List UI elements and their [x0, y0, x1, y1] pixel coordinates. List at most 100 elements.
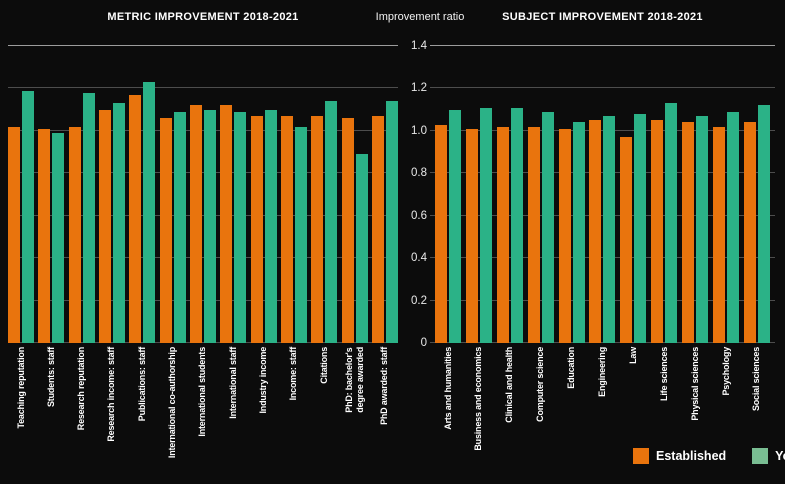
bar-pair: [68, 92, 95, 343]
bar-young: [82, 92, 95, 343]
bar-pair: [220, 105, 247, 343]
legend-label-established: Established: [656, 449, 727, 463]
subject-chart-title: SUBJECT IMPROVEMENT 2018-2021: [502, 11, 703, 23]
bar-young: [264, 109, 277, 343]
bar-pair: [435, 109, 461, 343]
bar-established: [713, 126, 726, 343]
bar-pair: [558, 122, 585, 343]
gridline: [430, 172, 775, 174]
gridline: [8, 299, 398, 301]
x-axis-label: Citations: [318, 347, 329, 384]
x-axis-label: International staff: [227, 347, 238, 419]
bar-young: [757, 105, 770, 343]
gridline: [430, 129, 775, 131]
bar-established: [280, 116, 293, 343]
bar-young: [112, 103, 125, 343]
x-axis-label: Clinical and health: [504, 347, 515, 423]
bar-established: [159, 118, 172, 343]
bar-young: [727, 111, 740, 343]
bar-established: [250, 116, 263, 343]
subject-plot-area: [430, 45, 775, 343]
bar-established: [682, 122, 695, 343]
bar-young: [449, 109, 461, 343]
gridline: [8, 87, 398, 89]
bar-pair: [713, 111, 740, 343]
bar-pair: [189, 105, 216, 343]
bar-pair: [527, 111, 554, 343]
x-axis-label: Computer science: [535, 347, 546, 422]
bar-established: [68, 126, 81, 343]
gridline: [430, 257, 775, 259]
legend-swatch-established: [633, 448, 649, 464]
bar-pair: [589, 116, 616, 343]
gridline: [430, 87, 775, 89]
bar-established: [341, 118, 354, 343]
gridline: [8, 129, 398, 131]
x-axis-label: Research income: staff: [106, 347, 117, 442]
bar-young: [52, 133, 65, 343]
gridline: [430, 342, 775, 343]
metric-chart: Teaching reputation Students: staff Resear…: [8, 45, 398, 476]
x-axis-label: Students: staff: [45, 347, 56, 408]
x-axis-label: Business and economics: [473, 347, 484, 451]
bar-established: [311, 116, 324, 343]
legend-label-young: Young: [775, 449, 785, 463]
metric-plot-area: [8, 45, 398, 343]
bar-young: [234, 111, 247, 343]
x-axis-label: PhD awarded: staff: [379, 347, 390, 425]
bar-pair: [8, 90, 34, 343]
bar-young: [696, 116, 709, 343]
bar-young: [173, 111, 186, 343]
bar-young: [143, 82, 156, 343]
bar-established: [558, 128, 571, 343]
x-axis-label: Law: [627, 347, 638, 364]
bar-established: [620, 137, 633, 343]
y-axis-title: Improvement ratio: [375, 11, 465, 23]
y-tick-label: 0.2: [411, 294, 427, 307]
bar-established: [38, 128, 51, 343]
legend-item-established: Established: [633, 448, 726, 464]
bar-young: [634, 113, 647, 343]
gridline: [8, 214, 398, 216]
metric-x-axis-labels: Teaching reputation Students: staff Resear…: [8, 347, 398, 475]
bar-young: [385, 101, 398, 343]
bar-established: [435, 124, 447, 343]
x-axis-label: Teaching reputation: [15, 347, 26, 429]
y-tick-label: 1.0: [411, 124, 427, 137]
gridline: [430, 299, 775, 301]
x-axis-label: Publications: staff: [136, 347, 147, 422]
y-tick-label: 0.6: [411, 209, 427, 222]
gridline: [8, 45, 398, 46]
y-tick-label: 0.8: [411, 167, 427, 180]
bar-pair: [496, 107, 523, 343]
bar-established: [189, 105, 202, 343]
bar-young: [294, 126, 307, 343]
gridline: [8, 172, 398, 174]
x-axis-label: Engineering: [596, 347, 607, 397]
legend: Established Young: [633, 448, 785, 464]
gridline: [8, 257, 398, 259]
x-axis-label: Psychology: [720, 347, 731, 396]
bar-pair: [280, 116, 307, 343]
x-axis-label: PhD: bachelor's degree awarded: [343, 347, 365, 413]
x-axis-label: Income: staff: [288, 347, 299, 401]
bar-pair: [129, 82, 156, 343]
bar-pair: [465, 107, 492, 343]
bar-young: [665, 103, 678, 343]
bar-pair: [682, 116, 709, 343]
bar-pair: [371, 101, 398, 343]
y-axis-labels: 1.4 1.2 1.0 0.8 0.6 0.4 0.2 0: [380, 0, 427, 484]
bar-established: [743, 122, 756, 343]
bars-row: [430, 46, 775, 343]
x-axis-label: Arts and humanities: [442, 347, 453, 430]
x-axis-label: International co-authorship: [167, 347, 178, 459]
x-axis-label: International students: [197, 347, 208, 437]
subject-chart: Arts and humanities Business and economic…: [430, 45, 775, 476]
y-tick-label: 1.2: [411, 82, 427, 95]
bar-pair: [743, 105, 770, 343]
bar-established: [98, 109, 111, 343]
bar-young: [603, 116, 616, 343]
bar-established: [371, 116, 384, 343]
bar-young: [541, 111, 554, 343]
